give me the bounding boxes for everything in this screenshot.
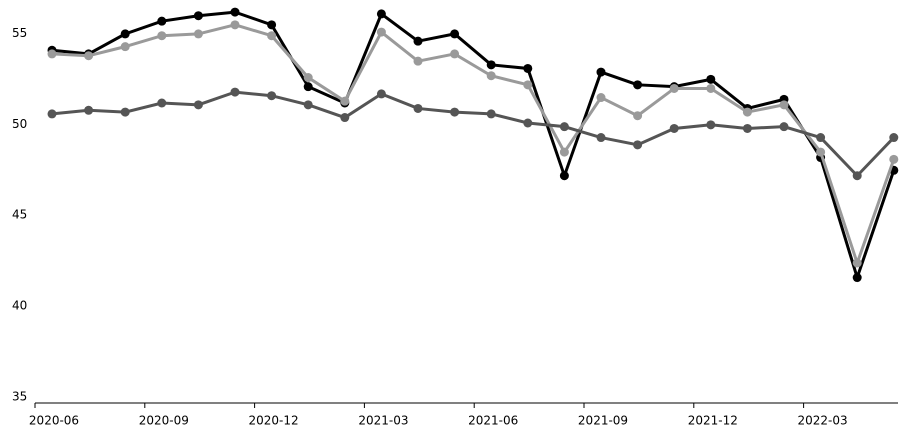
point bbox=[559, 147, 569, 157]
point bbox=[120, 107, 130, 117]
point bbox=[852, 258, 862, 268]
point bbox=[267, 91, 277, 101]
point bbox=[596, 133, 606, 143]
point bbox=[450, 49, 460, 59]
x-tick-label: 2020-12 bbox=[249, 414, 299, 428]
point bbox=[157, 31, 167, 41]
point bbox=[84, 105, 94, 115]
x-tick-label: 2021-06 bbox=[468, 414, 518, 428]
point bbox=[742, 123, 752, 133]
y-tick-label: 40 bbox=[12, 299, 27, 313]
point bbox=[816, 133, 826, 143]
x-tick-label: 2022-03 bbox=[798, 414, 848, 428]
point bbox=[596, 67, 606, 77]
point bbox=[230, 20, 240, 30]
point bbox=[596, 93, 606, 103]
point bbox=[230, 7, 240, 17]
point bbox=[230, 87, 240, 97]
point bbox=[852, 273, 862, 283]
point bbox=[559, 122, 569, 132]
point bbox=[376, 9, 386, 19]
point bbox=[669, 83, 679, 93]
point bbox=[633, 140, 643, 150]
point bbox=[889, 154, 899, 164]
point bbox=[413, 36, 423, 46]
point bbox=[340, 113, 350, 123]
point bbox=[47, 49, 57, 59]
series-line bbox=[51, 10, 896, 283]
point bbox=[523, 63, 533, 73]
point bbox=[486, 60, 496, 70]
point bbox=[193, 100, 203, 110]
x-tick-label: 2021-03 bbox=[358, 414, 408, 428]
series-line bbox=[51, 90, 895, 178]
point bbox=[376, 27, 386, 37]
point bbox=[193, 29, 203, 39]
series-line bbox=[51, 23, 896, 268]
point bbox=[633, 111, 643, 121]
point bbox=[157, 16, 167, 26]
point bbox=[303, 100, 313, 110]
x-tick-label: 2020-06 bbox=[29, 414, 79, 428]
point bbox=[157, 98, 167, 108]
point bbox=[376, 89, 386, 99]
point bbox=[120, 29, 130, 39]
point bbox=[340, 96, 350, 106]
point bbox=[852, 171, 862, 181]
point bbox=[779, 122, 789, 132]
y-tick-label: 55 bbox=[12, 26, 27, 40]
point bbox=[669, 123, 679, 133]
point bbox=[742, 107, 752, 117]
point bbox=[450, 29, 460, 39]
point bbox=[779, 100, 789, 110]
point bbox=[47, 109, 57, 119]
point bbox=[303, 82, 313, 92]
point bbox=[450, 107, 460, 117]
point bbox=[523, 118, 533, 128]
point bbox=[413, 103, 423, 113]
point bbox=[120, 42, 130, 52]
point bbox=[303, 73, 313, 83]
point bbox=[523, 80, 533, 90]
point bbox=[889, 133, 899, 143]
point bbox=[633, 80, 643, 90]
y-tick-label: 35 bbox=[12, 390, 27, 404]
point bbox=[559, 171, 569, 181]
point bbox=[267, 31, 277, 41]
point bbox=[816, 147, 826, 157]
x-tick-label: 2021-09 bbox=[578, 414, 628, 428]
y-tick-label: 45 bbox=[12, 208, 27, 222]
y-tick-label: 50 bbox=[12, 117, 27, 131]
point bbox=[706, 83, 716, 93]
point bbox=[706, 74, 716, 84]
point bbox=[706, 120, 716, 130]
point bbox=[84, 51, 94, 61]
x-tick-label: 2021-12 bbox=[688, 414, 738, 428]
point bbox=[413, 56, 423, 66]
point bbox=[486, 109, 496, 119]
point bbox=[267, 20, 277, 30]
point bbox=[486, 71, 496, 81]
x-tick-label: 2020-09 bbox=[139, 414, 189, 428]
point bbox=[193, 11, 203, 21]
